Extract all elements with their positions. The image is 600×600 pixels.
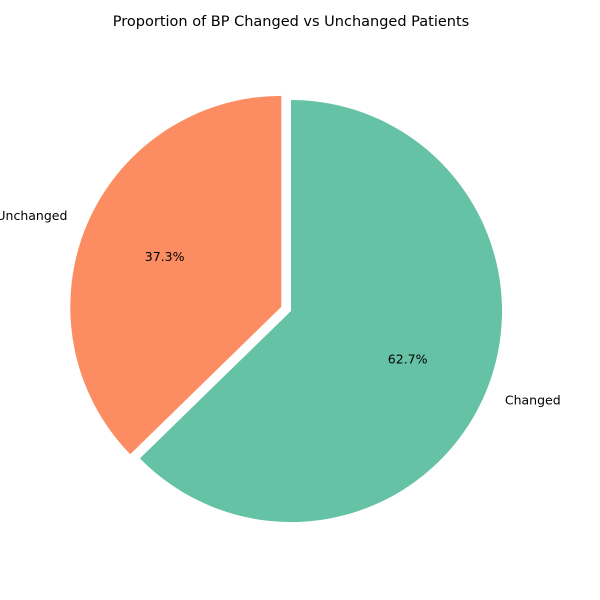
percent-label-unchanged: 37.3%	[145, 249, 185, 264]
pie-slices	[70, 95, 503, 522]
slice-label-unchanged: Unchanged	[0, 208, 67, 223]
chart-title: Proportion of BP Changed vs Unchanged Pa…	[113, 14, 469, 30]
slice-label-changed: Changed	[505, 393, 561, 408]
percent-label-changed: 62.7%	[388, 352, 428, 367]
pie-slice-unchanged	[70, 95, 282, 455]
pie-slice-changed	[139, 100, 503, 522]
pie-labels: Unchanged 37.3% Changed 62.7%	[0, 208, 561, 407]
